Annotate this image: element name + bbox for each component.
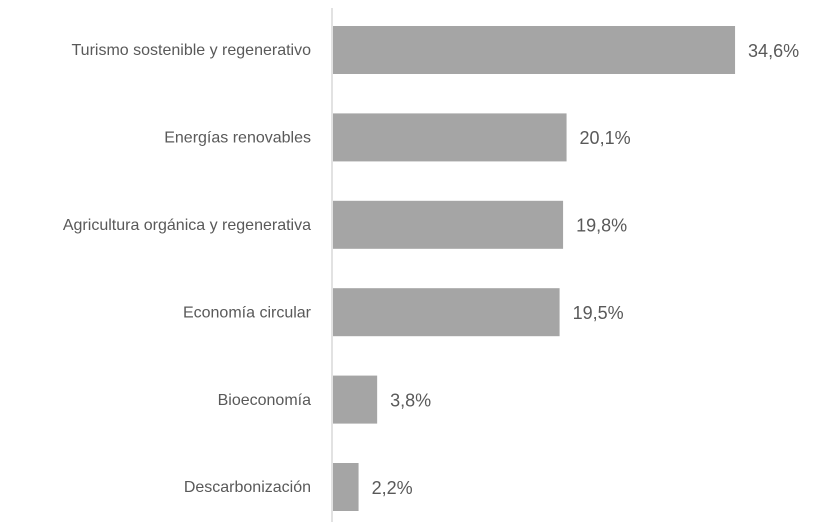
value-label: 19,8% [576, 216, 627, 236]
value-label: 19,5% [573, 303, 624, 323]
bar [333, 200, 564, 249]
category-label: Turismo sostenible y regenerativo [71, 42, 311, 59]
value-label: 20,1% [580, 128, 631, 148]
category-label: Agricultura orgánica y regenerativa [63, 217, 311, 234]
value-label: 2,2% [372, 478, 413, 498]
value-label: 3,8% [390, 390, 431, 410]
value-label: 34,6% [748, 41, 799, 61]
bar [333, 288, 560, 337]
category-label: Economía circular [183, 304, 312, 321]
category-label: Descarbonización [184, 479, 311, 496]
category-label: Energías renovables [164, 130, 311, 147]
bar [333, 26, 736, 74]
bar [333, 113, 567, 162]
bar [333, 375, 378, 424]
bar [333, 463, 359, 511]
category-label: Bioeconomía [218, 392, 311, 409]
